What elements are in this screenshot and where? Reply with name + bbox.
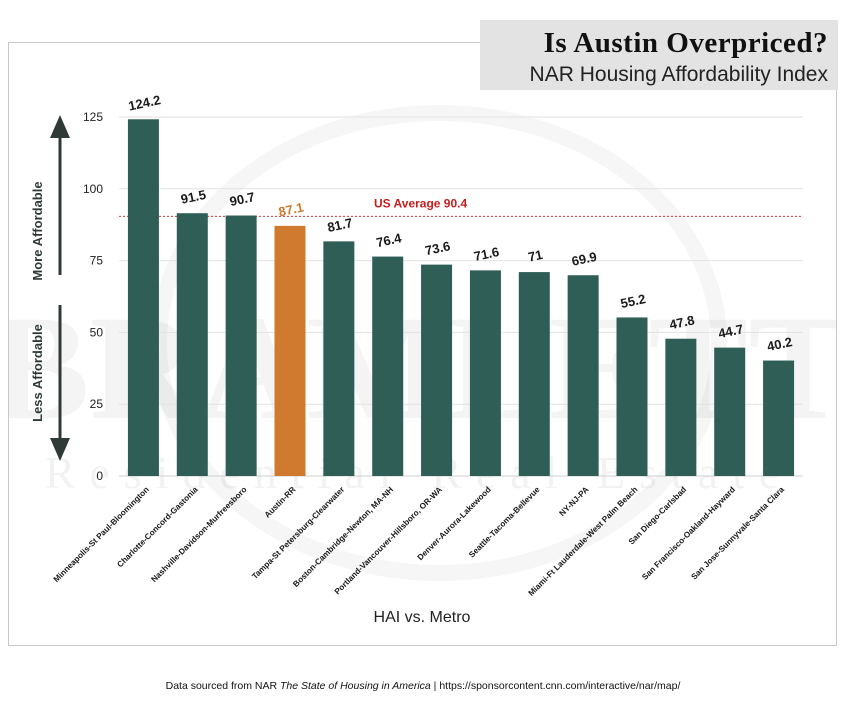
bar [567, 275, 599, 476]
bar [372, 256, 404, 476]
bars [127, 119, 795, 477]
bar-value-label: 44.7 [717, 321, 745, 341]
bar [225, 215, 257, 477]
x-tick-label: San Jose-Sunnyvale-Santa Clara [690, 485, 787, 582]
chart-frame: BRAMLETTResidential Real Estate 02550751… [8, 42, 837, 646]
bar [469, 270, 501, 476]
bar-value-label: 71 [527, 247, 544, 265]
bar [714, 347, 746, 476]
y-axis-label-more: More Affordable [30, 181, 45, 280]
footer-source-title: The State of Housing in America [279, 680, 431, 692]
bar [323, 241, 355, 476]
bar-value-label: 87.1 [277, 199, 305, 219]
title-box: Is Austin Overpriced? NAR Housing Afford… [480, 20, 838, 90]
bar [616, 317, 648, 476]
bar [665, 338, 697, 476]
y-tick-label: 25 [90, 397, 104, 411]
chart-title: Is Austin Overpriced? [543, 27, 828, 59]
x-tick-label: Tampa-St Petersburg-Clearwater [250, 484, 347, 581]
y-tick-label: 125 [83, 110, 103, 124]
x-tick-label: Minneapolis-St Paul-Bloomington [52, 485, 151, 584]
bar-value-label: 47.8 [668, 312, 696, 332]
bar [763, 360, 795, 476]
bar [421, 264, 453, 476]
bar [176, 213, 208, 476]
y-tick-label: 50 [90, 325, 104, 339]
source-footer: Data sourced from NAR The State of Housi… [0, 680, 846, 692]
up-arrow-icon [50, 115, 70, 138]
bar-value-label: 69.9 [570, 249, 598, 269]
bar [274, 225, 306, 476]
bar-value-label: 76.4 [375, 230, 404, 250]
chart-subtitle: NAR Housing Affordability Index [529, 63, 828, 86]
footer-prefix: Data sourced from NAR [165, 680, 280, 692]
bar-chart: BRAMLETTResidential Real Estate 02550751… [9, 92, 836, 626]
bar [127, 119, 159, 476]
us-average-label: US Average 90.4 [374, 196, 467, 210]
bar-value-label: 90.7 [228, 189, 256, 209]
down-arrow-icon [50, 438, 70, 461]
y-tick-label: 100 [83, 182, 103, 196]
bar-value-label: 40.2 [766, 334, 794, 354]
x-tick-label: Nashville-Davidson-Murfreesboro [150, 485, 249, 584]
bar [518, 272, 550, 476]
bar-value-label: 55.2 [619, 291, 647, 311]
y-tick-label: 0 [96, 469, 103, 483]
bar-value-label: 91.5 [179, 187, 207, 207]
bar-value-label: 124.2 [127, 92, 162, 113]
x-axis-title: HAI vs. Metro [374, 609, 471, 626]
bar-value-label: 71.6 [473, 244, 501, 264]
x-tick-label: Miami-Ft Lauderdale-West Palm Beach [527, 485, 640, 598]
bar-value-label: 73.6 [424, 238, 452, 258]
bar-value-label: 81.7 [326, 215, 354, 235]
watermark-tagline: Residential Real Estate [45, 447, 794, 498]
y-axis-label-less: Less Affordable [30, 324, 45, 422]
footer-suffix: | https://sponsorcontent.cnn.com/interac… [430, 680, 681, 692]
y-tick-label: 75 [90, 254, 104, 268]
